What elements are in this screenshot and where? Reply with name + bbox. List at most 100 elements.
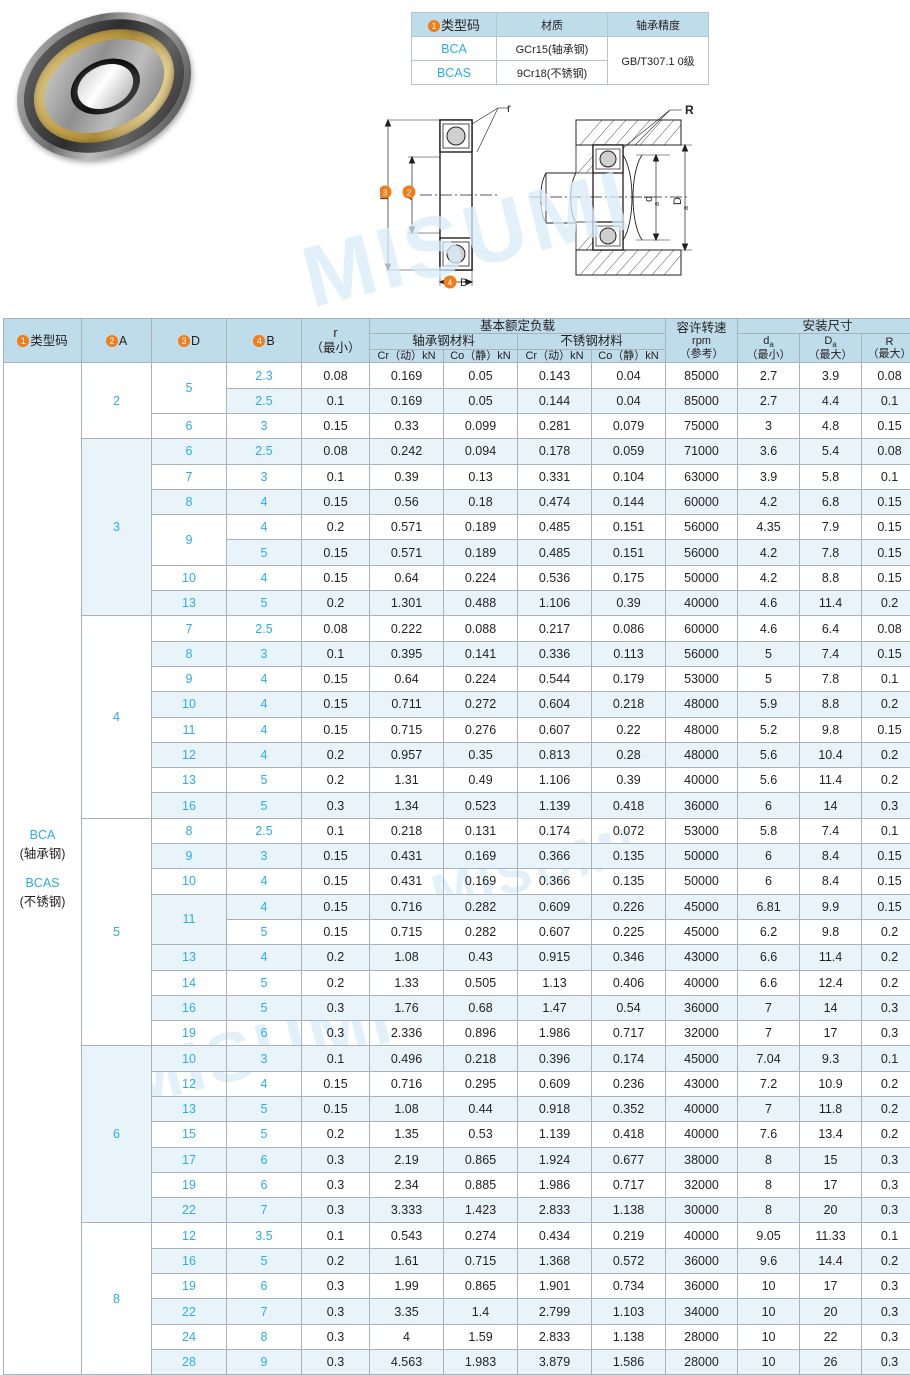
cell-Da: 13.4 bbox=[800, 1122, 862, 1147]
cell-speed: 71000 bbox=[666, 439, 738, 464]
cell-da: 4.2 bbox=[738, 489, 800, 514]
cell-speed: 45000 bbox=[666, 894, 738, 919]
cell-r-value: 0.2 bbox=[302, 515, 370, 540]
cell-Da: 8.8 bbox=[800, 692, 862, 717]
cell-D-value: 14 bbox=[152, 970, 227, 995]
cell-R: 0.15 bbox=[862, 844, 910, 869]
cell-B-value: 5 bbox=[227, 1122, 302, 1147]
cell-co-bearing: 0.865 bbox=[444, 1147, 518, 1172]
cell-R: 0.3 bbox=[862, 995, 910, 1020]
header-r: r （最小） bbox=[302, 319, 370, 363]
cell-D-value: 13 bbox=[152, 768, 227, 793]
cell-co-bearing: 0.099 bbox=[444, 413, 518, 438]
cell-A-value: 2 bbox=[82, 363, 152, 439]
cell-cr-bearing: 4.563 bbox=[370, 1349, 444, 1374]
cell-cr-bearing: 1.61 bbox=[370, 1248, 444, 1273]
cell-D-value: 9 bbox=[152, 515, 227, 566]
cell-D-value: 19 bbox=[152, 1021, 227, 1046]
cell-cr-bearing: 0.496 bbox=[370, 1046, 444, 1071]
cell-speed: 48000 bbox=[666, 692, 738, 717]
cell-B-value: 3 bbox=[227, 641, 302, 666]
header-da: da（最小） bbox=[738, 334, 800, 363]
cell-r-value: 0.08 bbox=[302, 363, 370, 388]
cell-R: 0.15 bbox=[862, 515, 910, 540]
cell-co-stainless: 0.54 bbox=[592, 995, 666, 1020]
cell-cr-stainless: 0.434 bbox=[518, 1223, 592, 1248]
cell-cr-stainless: 0.609 bbox=[518, 894, 592, 919]
cell-D-value: 8 bbox=[152, 818, 227, 843]
cell-R: 0.2 bbox=[862, 591, 910, 616]
cell-D-value: 8 bbox=[152, 489, 227, 514]
cell-cr-stainless: 0.607 bbox=[518, 919, 592, 944]
cell-D-value: 6 bbox=[152, 439, 227, 464]
cell-R: 0.15 bbox=[862, 565, 910, 590]
cell-cr-bearing: 1.99 bbox=[370, 1274, 444, 1299]
cell-da: 2.7 bbox=[738, 363, 800, 388]
cell-D-value: 11 bbox=[152, 894, 227, 945]
cell-R: 0.1 bbox=[862, 666, 910, 691]
cell-cr-stainless: 3.879 bbox=[518, 1349, 592, 1374]
cell-cr-bearing: 0.571 bbox=[370, 515, 444, 540]
cell-D-value: 28 bbox=[152, 1349, 227, 1374]
cell-B-value: 2.5 bbox=[227, 439, 302, 464]
cell-A-value: 8 bbox=[82, 1223, 152, 1375]
cell-cr-stainless: 1.901 bbox=[518, 1274, 592, 1299]
cell-cr-bearing: 0.543 bbox=[370, 1223, 444, 1248]
cell-da: 7.2 bbox=[738, 1071, 800, 1096]
cell-speed: 60000 bbox=[666, 616, 738, 641]
cell-D-value: 15 bbox=[152, 1122, 227, 1147]
cell-B-value: 5 bbox=[227, 1097, 302, 1122]
cell-D-value: 10 bbox=[152, 692, 227, 717]
cell-cr-stainless: 0.174 bbox=[518, 818, 592, 843]
cell-da: 9.05 bbox=[738, 1223, 800, 1248]
cell-D-value: 12 bbox=[152, 742, 227, 767]
cell-cr-bearing: 0.222 bbox=[370, 616, 444, 641]
cell-da: 5.6 bbox=[738, 742, 800, 767]
material-precision-value: GB/T307.1 0级 bbox=[608, 37, 709, 85]
cell-da: 10 bbox=[738, 1299, 800, 1324]
cell-B-value: 6 bbox=[227, 1274, 302, 1299]
cell-cr-stainless: 1.986 bbox=[518, 1172, 592, 1197]
cell-co-bearing: 0.218 bbox=[444, 1046, 518, 1071]
cell-Da: 20 bbox=[800, 1198, 862, 1223]
cell-R: 0.08 bbox=[862, 616, 910, 641]
cell-da: 6.2 bbox=[738, 919, 800, 944]
cell-Da: 22 bbox=[800, 1324, 862, 1349]
cell-cr-bearing: 1.08 bbox=[370, 945, 444, 970]
cell-r-value: 0.15 bbox=[302, 565, 370, 590]
cell-r-value: 0.3 bbox=[302, 1172, 370, 1197]
cell-co-bearing: 0.189 bbox=[444, 540, 518, 565]
cell-R: 0.2 bbox=[862, 970, 910, 995]
cell-r-value: 0.15 bbox=[302, 919, 370, 944]
cell-speed: 53000 bbox=[666, 666, 738, 691]
cell-co-bearing: 0.224 bbox=[444, 565, 518, 590]
cell-da: 3 bbox=[738, 413, 800, 438]
type-code-bcas-material: (不锈钢) bbox=[4, 893, 81, 912]
header-mounting-dims: 安装尺寸 bbox=[738, 319, 910, 334]
cell-co-stainless: 0.135 bbox=[592, 869, 666, 894]
cell-co-stainless: 1.586 bbox=[592, 1349, 666, 1374]
cell-cr-bearing: 0.56 bbox=[370, 489, 444, 514]
cell-Da: 4.8 bbox=[800, 413, 862, 438]
cell-da: 5 bbox=[738, 666, 800, 691]
cell-co-bearing: 0.523 bbox=[444, 793, 518, 818]
svg-text:4: 4 bbox=[448, 279, 453, 288]
cell-Da: 17 bbox=[800, 1274, 862, 1299]
cell-cr-bearing: 2.336 bbox=[370, 1021, 444, 1046]
cell-speed: 48000 bbox=[666, 717, 738, 742]
cell-B-value: 4 bbox=[227, 894, 302, 919]
cell-cr-bearing: 3.35 bbox=[370, 1299, 444, 1324]
cell-cr-bearing: 0.64 bbox=[370, 666, 444, 691]
cell-cr-bearing: 0.218 bbox=[370, 818, 444, 843]
cell-cr-bearing: 0.571 bbox=[370, 540, 444, 565]
cell-co-stainless: 0.218 bbox=[592, 692, 666, 717]
cell-r-value: 0.08 bbox=[302, 439, 370, 464]
cell-r-value: 0.2 bbox=[302, 768, 370, 793]
cell-B-value: 3 bbox=[227, 844, 302, 869]
cell-da: 3.9 bbox=[738, 464, 800, 489]
cell-r-value: 0.3 bbox=[302, 1147, 370, 1172]
cell-cr-stainless: 0.544 bbox=[518, 666, 592, 691]
cell-R: 0.15 bbox=[862, 413, 910, 438]
